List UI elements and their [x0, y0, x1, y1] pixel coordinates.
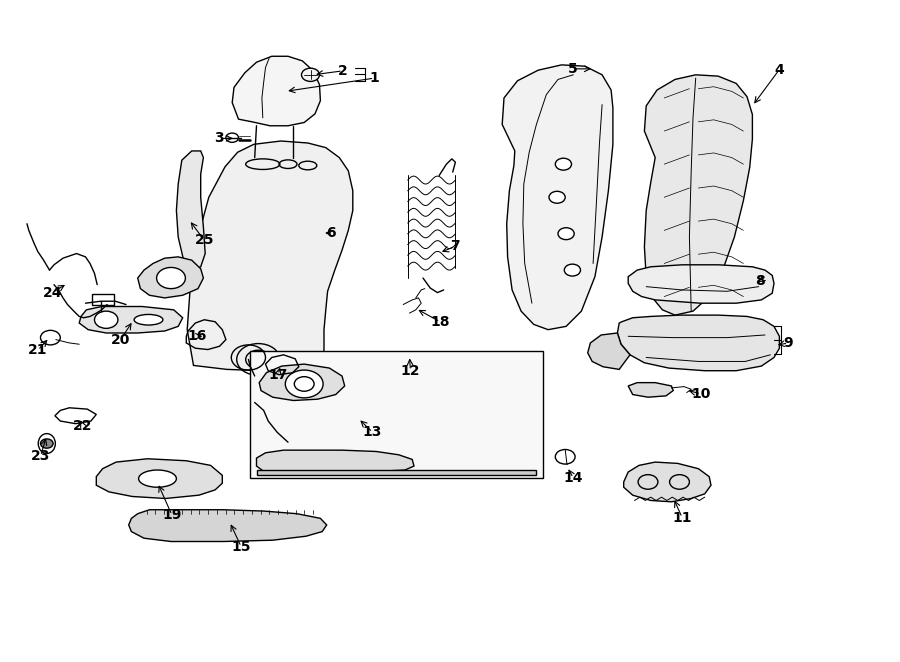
Circle shape — [40, 439, 53, 448]
Text: 2: 2 — [338, 64, 347, 78]
Text: 25: 25 — [194, 233, 214, 248]
Polygon shape — [187, 141, 353, 371]
Bar — [250, 351, 543, 478]
Text: 6: 6 — [327, 226, 336, 240]
Polygon shape — [502, 65, 613, 330]
Text: 23: 23 — [31, 449, 50, 463]
Polygon shape — [256, 450, 414, 473]
Bar — [92, 294, 114, 305]
Text: 5: 5 — [568, 62, 577, 76]
Text: 7: 7 — [451, 239, 460, 254]
Polygon shape — [79, 307, 183, 333]
Circle shape — [285, 370, 323, 398]
Text: 1: 1 — [370, 71, 379, 85]
Ellipse shape — [139, 470, 176, 487]
Text: 17: 17 — [268, 367, 288, 382]
Text: 9: 9 — [784, 336, 793, 350]
Circle shape — [558, 228, 574, 240]
Bar — [90, 310, 117, 318]
Circle shape — [555, 158, 572, 170]
Text: 20: 20 — [111, 332, 130, 347]
Circle shape — [94, 311, 118, 328]
Text: 8: 8 — [756, 273, 765, 288]
Polygon shape — [628, 383, 673, 397]
Circle shape — [549, 191, 565, 203]
Polygon shape — [96, 459, 222, 498]
Text: 3: 3 — [214, 131, 223, 146]
Text: 11: 11 — [672, 510, 692, 525]
Polygon shape — [138, 257, 203, 298]
Polygon shape — [232, 56, 320, 126]
Polygon shape — [176, 151, 205, 270]
Polygon shape — [617, 315, 779, 371]
Circle shape — [564, 264, 580, 276]
Polygon shape — [259, 364, 345, 401]
Text: 10: 10 — [691, 387, 711, 401]
Text: 15: 15 — [231, 540, 251, 554]
Circle shape — [226, 133, 239, 142]
Polygon shape — [628, 265, 774, 303]
Polygon shape — [588, 333, 630, 369]
Text: 14: 14 — [563, 471, 583, 485]
Text: 22: 22 — [73, 418, 93, 433]
Text: 19: 19 — [162, 508, 182, 522]
Text: 12: 12 — [400, 363, 420, 378]
Circle shape — [302, 68, 319, 81]
Text: 21: 21 — [28, 343, 48, 357]
Polygon shape — [624, 462, 711, 502]
Text: 13: 13 — [363, 425, 382, 440]
Polygon shape — [644, 75, 752, 315]
Ellipse shape — [134, 314, 163, 325]
Text: 4: 4 — [775, 62, 784, 77]
Circle shape — [157, 267, 185, 289]
Text: 18: 18 — [430, 314, 450, 329]
Text: 16: 16 — [187, 329, 207, 344]
Bar — [256, 470, 536, 475]
Text: 24: 24 — [42, 285, 62, 300]
Polygon shape — [129, 510, 327, 542]
